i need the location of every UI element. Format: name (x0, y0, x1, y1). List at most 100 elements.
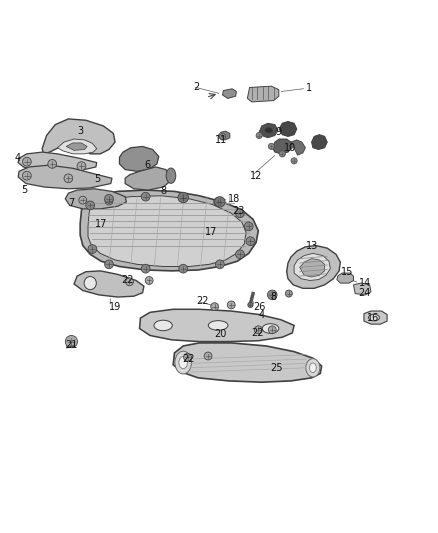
Ellipse shape (154, 320, 172, 330)
Polygon shape (140, 309, 294, 342)
Polygon shape (173, 343, 321, 382)
Ellipse shape (309, 363, 316, 373)
Text: 8: 8 (271, 292, 277, 302)
Circle shape (256, 133, 262, 139)
Polygon shape (120, 147, 159, 171)
Text: 12: 12 (251, 171, 263, 181)
Text: 19: 19 (109, 302, 121, 312)
Ellipse shape (179, 357, 187, 369)
Text: 6: 6 (145, 160, 151, 170)
Circle shape (286, 290, 292, 297)
Text: 15: 15 (341, 266, 353, 277)
Polygon shape (218, 131, 230, 140)
Circle shape (86, 201, 95, 210)
Text: 11: 11 (215, 135, 227, 145)
Text: 9: 9 (275, 127, 281, 137)
Circle shape (214, 198, 223, 206)
Text: 14: 14 (359, 278, 371, 288)
Text: 22: 22 (182, 354, 194, 364)
Circle shape (215, 260, 224, 269)
Circle shape (105, 197, 113, 205)
Polygon shape (74, 271, 144, 297)
Polygon shape (66, 143, 87, 150)
Text: 17: 17 (95, 219, 107, 229)
Circle shape (204, 352, 212, 360)
Circle shape (178, 192, 188, 203)
Polygon shape (364, 311, 387, 324)
Ellipse shape (208, 321, 228, 330)
Ellipse shape (262, 324, 279, 333)
Polygon shape (223, 89, 237, 99)
Circle shape (65, 335, 78, 348)
Text: 1: 1 (306, 83, 312, 93)
Circle shape (64, 174, 73, 183)
Text: 4: 4 (14, 153, 21, 163)
Circle shape (248, 302, 253, 308)
Circle shape (236, 250, 244, 259)
Text: 7: 7 (68, 198, 74, 208)
Polygon shape (80, 190, 258, 271)
Polygon shape (259, 123, 278, 138)
Circle shape (79, 196, 87, 204)
Polygon shape (337, 273, 353, 283)
Polygon shape (18, 152, 97, 173)
Ellipse shape (175, 351, 191, 374)
Polygon shape (247, 86, 279, 102)
Polygon shape (291, 140, 305, 155)
Text: 22: 22 (121, 276, 133, 286)
Text: 17: 17 (205, 228, 217, 237)
Text: 8: 8 (160, 187, 166, 196)
Circle shape (77, 161, 86, 171)
Polygon shape (125, 167, 170, 190)
Circle shape (22, 157, 31, 166)
Polygon shape (279, 122, 297, 136)
Text: 16: 16 (367, 313, 379, 323)
Ellipse shape (265, 128, 273, 133)
Text: 26: 26 (253, 302, 265, 312)
Circle shape (145, 277, 153, 285)
Circle shape (179, 193, 187, 202)
Text: 18: 18 (228, 194, 240, 204)
Circle shape (236, 209, 244, 217)
Circle shape (279, 151, 286, 157)
Circle shape (126, 278, 134, 286)
Text: 22: 22 (252, 328, 264, 338)
Circle shape (141, 264, 150, 273)
Polygon shape (294, 253, 330, 280)
Text: 22: 22 (196, 296, 209, 306)
Circle shape (244, 222, 253, 231)
Polygon shape (57, 139, 97, 154)
Circle shape (227, 301, 235, 309)
Polygon shape (311, 135, 327, 149)
Text: 13: 13 (306, 240, 318, 251)
Circle shape (105, 260, 113, 269)
Text: 4: 4 (258, 310, 265, 320)
Polygon shape (42, 119, 115, 154)
Polygon shape (300, 259, 325, 277)
Polygon shape (272, 139, 292, 154)
Text: 5: 5 (21, 185, 28, 195)
Circle shape (219, 133, 226, 140)
Text: 20: 20 (215, 329, 227, 339)
Ellipse shape (306, 359, 320, 377)
Polygon shape (287, 246, 340, 288)
Circle shape (105, 195, 113, 203)
Polygon shape (18, 165, 112, 189)
Circle shape (268, 143, 275, 149)
Text: 23: 23 (232, 206, 244, 216)
Circle shape (88, 245, 97, 253)
Circle shape (246, 237, 255, 246)
Circle shape (211, 303, 219, 311)
Text: 21: 21 (65, 340, 78, 350)
Text: 24: 24 (359, 288, 371, 298)
Polygon shape (65, 189, 127, 209)
Polygon shape (353, 283, 371, 295)
Circle shape (268, 290, 277, 300)
Polygon shape (88, 196, 246, 266)
Circle shape (291, 158, 297, 164)
Circle shape (22, 171, 31, 180)
Text: 5: 5 (95, 174, 101, 184)
Circle shape (184, 353, 191, 361)
Text: 3: 3 (77, 126, 83, 136)
Circle shape (141, 192, 150, 201)
